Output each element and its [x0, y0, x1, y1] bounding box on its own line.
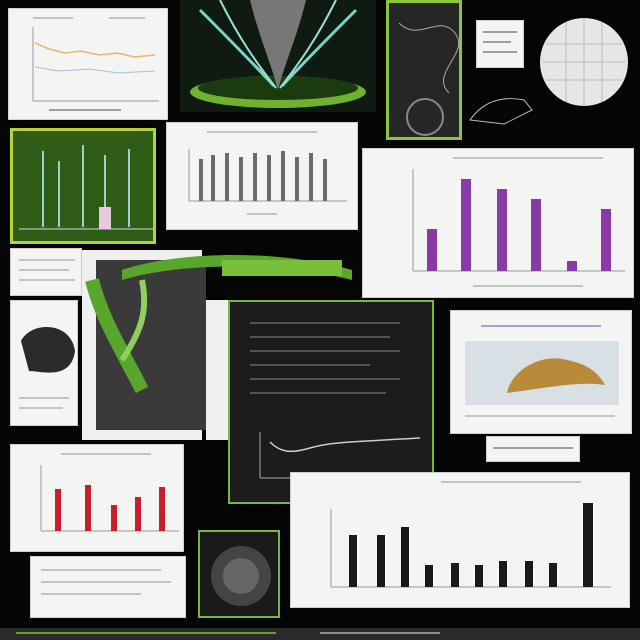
vertical-lines-graphic [19, 145, 153, 230]
blob-graphic [21, 327, 75, 373]
red-bar-chart-panel [10, 444, 184, 552]
dark-doc-panel [228, 300, 434, 504]
texture-panel [198, 530, 280, 618]
line-chart-graphic [32, 27, 159, 102]
blob-doc-panel [10, 300, 78, 426]
sketch-graphic [469, 98, 533, 125]
red-bar-chart-graphic [40, 465, 179, 532]
gray-bar-chart-panel [166, 122, 358, 230]
plant-image-panel [180, 0, 376, 112]
black-bar-chart-panel [290, 472, 630, 608]
purple-bar-chart-graphic [412, 169, 625, 272]
purple-bar-chart-panel [362, 148, 634, 298]
caption-strip-panel [486, 436, 580, 462]
small-card-panel [476, 20, 524, 68]
lower-doc-panel [30, 556, 186, 618]
black-bar-chart-graphic [330, 503, 611, 588]
green-lines-panel [10, 128, 156, 244]
plant-vine-graphic [190, 0, 366, 108]
doc-strip-panel [10, 248, 82, 296]
specimen-panel [450, 310, 632, 434]
wave-graphic [398, 22, 459, 136]
cell-texture-image [211, 546, 271, 606]
specimen-photo [465, 341, 619, 405]
line-chart-panel [8, 8, 168, 120]
bottom-strip-panel [0, 628, 640, 640]
gray-bar-chart-graphic [188, 149, 347, 202]
circular-mesh-graphic [540, 18, 628, 106]
sketch-panel [464, 80, 538, 136]
dark-tall-panel [386, 0, 462, 140]
circle-panel [536, 14, 632, 110]
